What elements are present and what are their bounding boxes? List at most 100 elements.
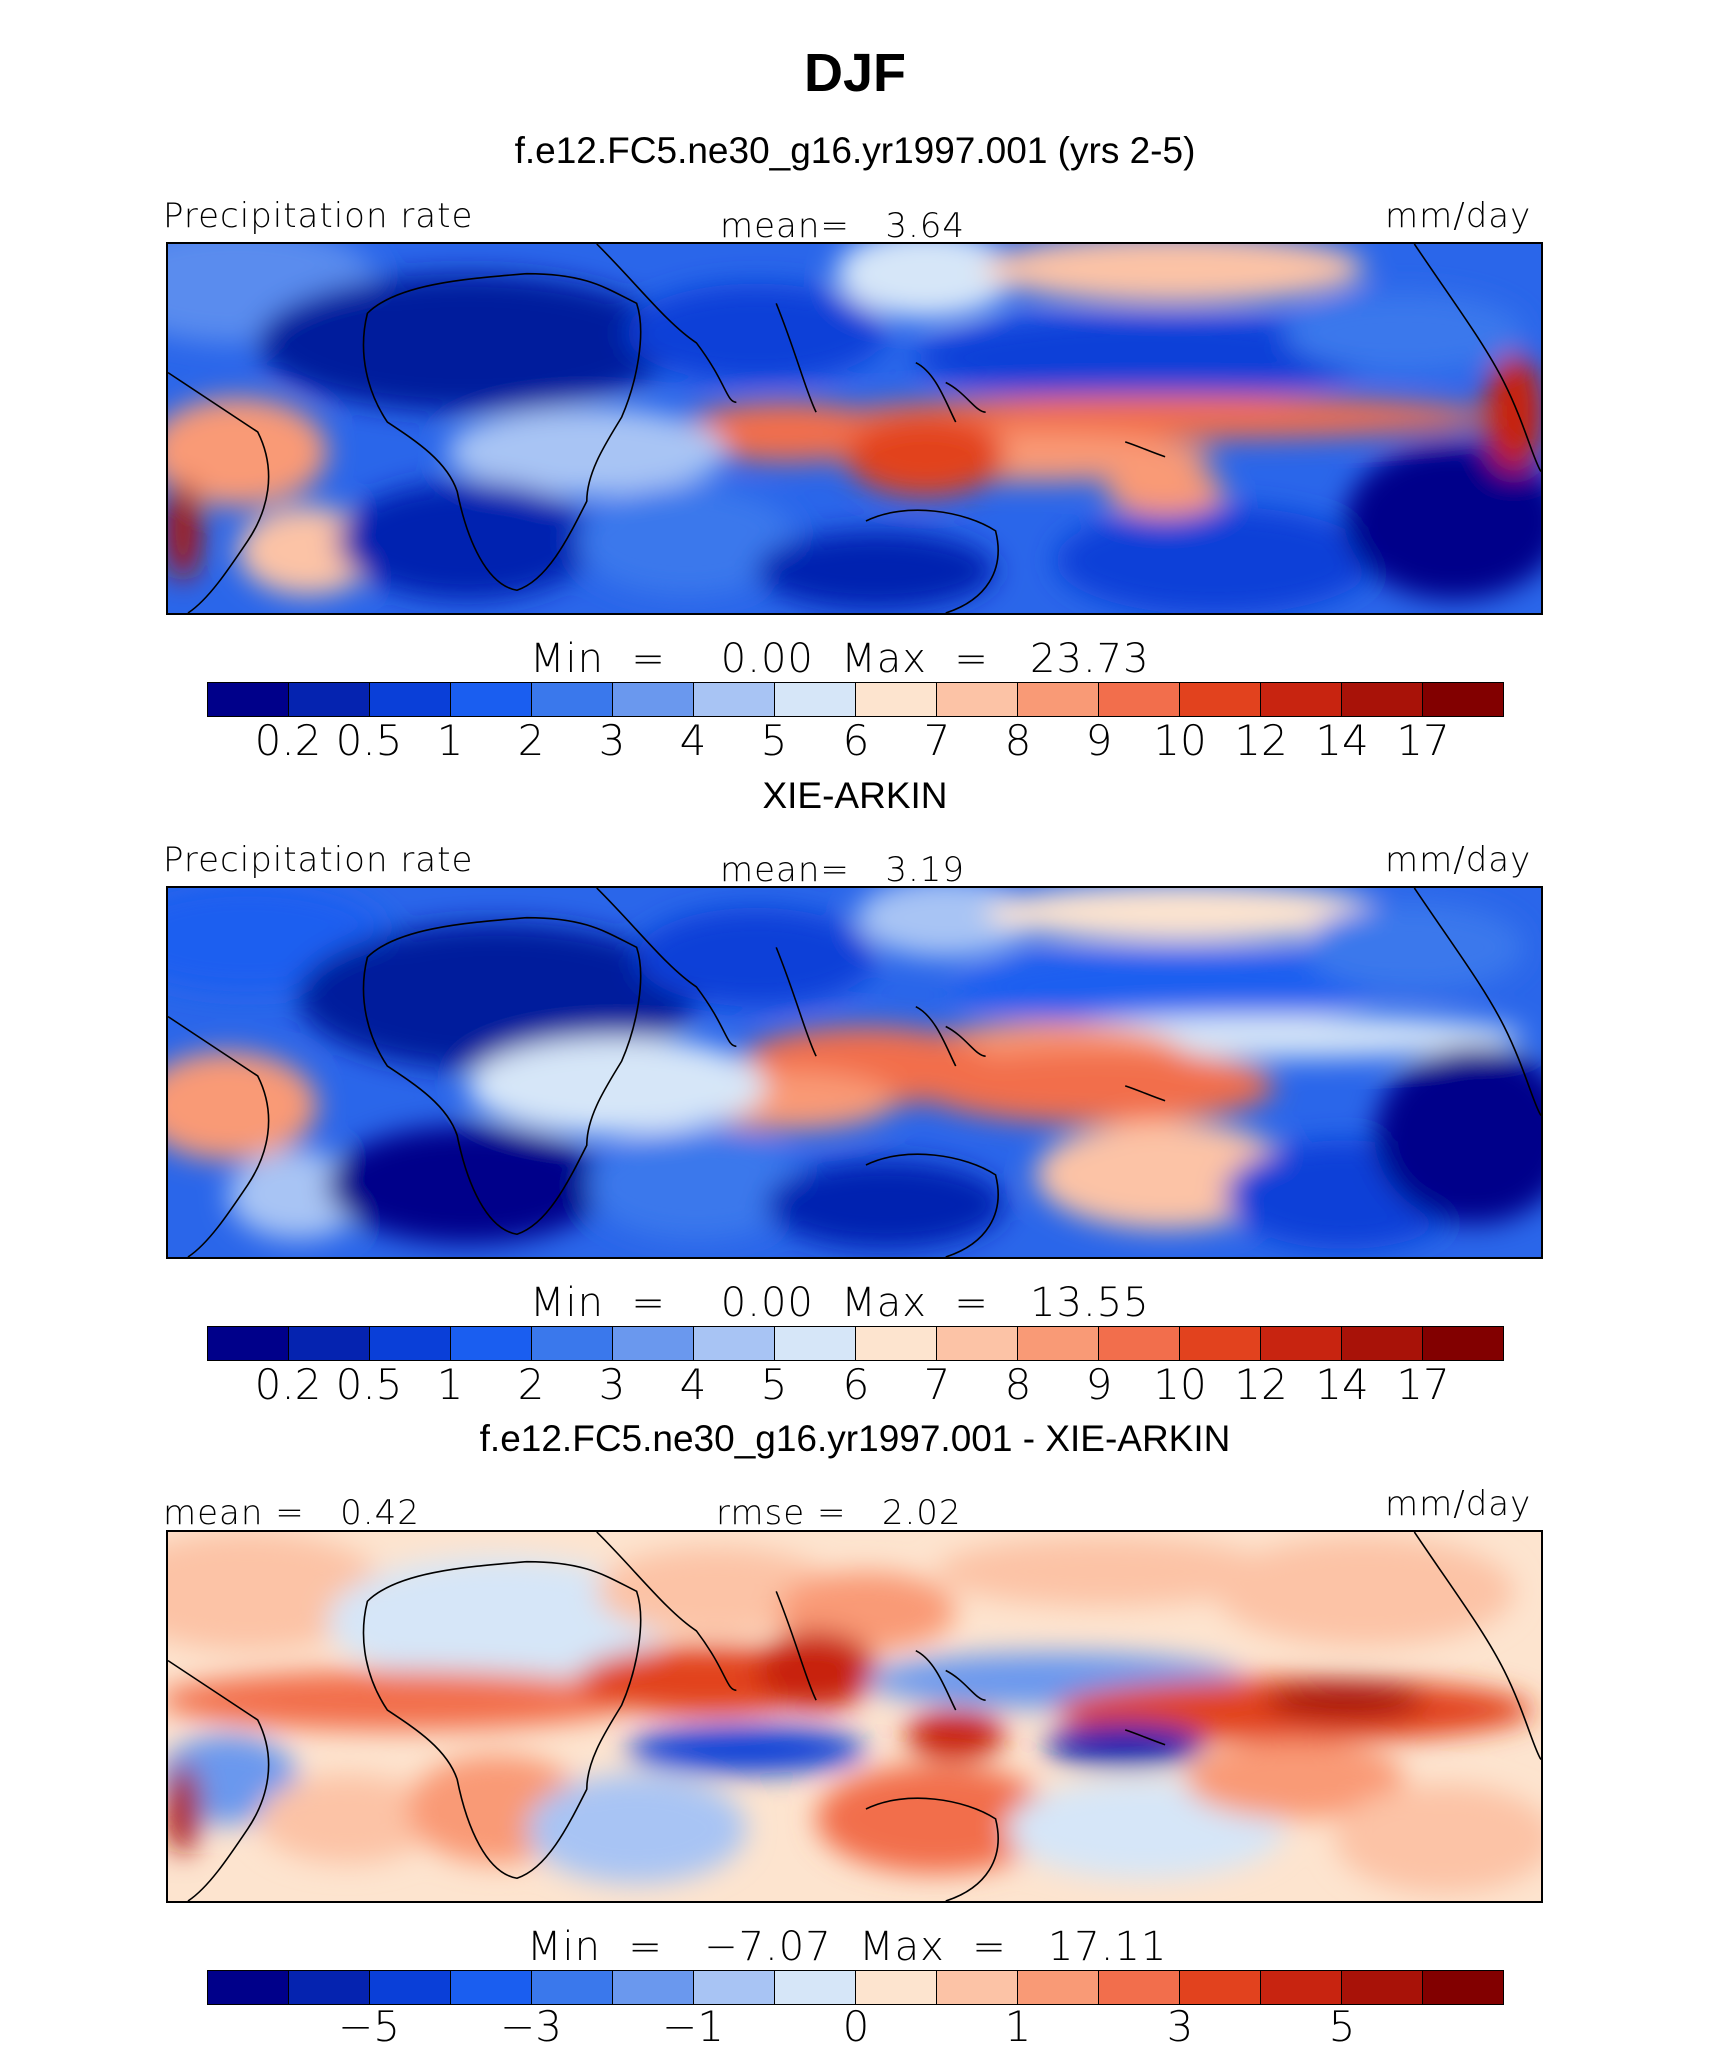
panel-1-tick-label: 8 [1004, 716, 1032, 765]
colorbar-swatch [856, 683, 937, 716]
colorbar-swatch [937, 683, 1018, 716]
panel-2-tick-label: 1 [436, 1360, 464, 1409]
colorbar-swatch [1342, 683, 1423, 716]
panel-1-tick-label: 7 [923, 716, 951, 765]
panel-1-minmax: Min = 0.00 Max = 23.73 [530, 636, 1150, 682]
panel-2-tick-label: 0.2 [254, 1360, 322, 1409]
panel-2-field-label: Precipitation rate [163, 840, 474, 880]
panel-2-tick-label: 14 [1315, 1360, 1369, 1409]
panel-3-colorbar [207, 1970, 1504, 2005]
panel-2-map [166, 886, 1543, 1259]
panel-2-map-svg [168, 888, 1541, 1257]
colorbar-swatch [1180, 1971, 1261, 2004]
colorbar-swatch [1342, 1971, 1423, 2004]
colorbar-swatch [1261, 1971, 1342, 2004]
panel-1-title: f.e12.FC5.ne30_g16.yr1997.001 (yrs 2-5) [514, 130, 1196, 171]
colorbar-swatch [613, 1971, 694, 2004]
panel-2-minmax: Min = 0.00 Max = 13.55 [530, 1280, 1150, 1326]
colorbar-swatch [1423, 683, 1503, 716]
panel-2-tick-label: 17 [1396, 1360, 1450, 1409]
colorbar-swatch [532, 683, 613, 716]
colorbar-swatch [451, 1327, 532, 1360]
panel-1-tick-label: 0.5 [335, 716, 403, 765]
panel-1-units-label: mm/day [1385, 196, 1532, 236]
colorbar-swatch [1180, 683, 1261, 716]
colorbar-swatch [1261, 683, 1342, 716]
panel-3-rmse-label: rmse = 2.02 [716, 1493, 962, 1533]
panel-2-tick-label: 12 [1234, 1360, 1288, 1409]
panel-2-tick-label: 3 [598, 1360, 626, 1409]
panel-2-colorbar [207, 1326, 1504, 1361]
colorbar-swatch [613, 683, 694, 716]
colorbar-swatch [370, 1327, 451, 1360]
colorbar-swatch [1099, 1971, 1180, 2004]
colorbar-swatch [1018, 683, 1099, 716]
panel-3-tick-label: 3 [1166, 2002, 1194, 2051]
panel-2-title: XIE-ARKIN [762, 775, 948, 816]
panel-3-map [166, 1530, 1543, 1903]
colorbar-swatch [613, 1327, 694, 1360]
panel-3-minmax: Min = −7.07 Max = 17.11 [527, 1924, 1168, 1970]
panel-3-tick-label: 0 [842, 2002, 870, 2051]
panel-1-tick-label: 17 [1396, 716, 1450, 765]
colorbar-swatch [370, 683, 451, 716]
panel-2-tick-label: 9 [1085, 1360, 1113, 1409]
panel-1-mean-label: mean= 3.64 [720, 206, 966, 246]
panel-3-tick-label: 1 [1004, 2002, 1032, 2051]
panel-2-tick-label: 10 [1153, 1360, 1207, 1409]
panel-3-units-label: mm/day [1385, 1484, 1532, 1524]
colorbar-swatch [1018, 1327, 1099, 1360]
colorbar-swatch [532, 1971, 613, 2004]
panel-1-tick-label: 6 [842, 716, 870, 765]
colorbar-swatch [1099, 1327, 1180, 1360]
colorbar-swatch [532, 1327, 613, 1360]
colorbar-swatch [1180, 1327, 1261, 1360]
panel-2-units-label: mm/day [1385, 840, 1532, 880]
colorbar-swatch [289, 683, 370, 716]
colorbar-swatch [1018, 1971, 1099, 2004]
main-title: DJF [803, 43, 906, 103]
colorbar-swatch [856, 1327, 937, 1360]
panel-1-tick-label: 9 [1085, 716, 1113, 765]
panel-1-colorbar [207, 682, 1504, 717]
panel-1-tick-label: 3 [598, 716, 626, 765]
colorbar-swatch [694, 1971, 775, 2004]
panel-2-tick-label: 2 [517, 1360, 545, 1409]
panel-2-tick-label: 5 [760, 1360, 788, 1409]
panel-3-title: f.e12.FC5.ne30_g16.yr1997.001 - XIE-ARKI… [479, 1418, 1231, 1459]
panel-1-tick-label: 10 [1153, 716, 1207, 765]
panel-1-field-label: Precipitation rate [163, 196, 474, 236]
colorbar-swatch [694, 1327, 775, 1360]
panel-3-tick-label: −3 [500, 2002, 562, 2051]
colorbar-swatch [694, 683, 775, 716]
panel-1-tick-label: 14 [1315, 716, 1369, 765]
panel-1-tick-label: 4 [679, 716, 707, 765]
panel-2-mean-label: mean= 3.19 [720, 850, 966, 890]
panel-1-tick-label: 1 [436, 716, 464, 765]
colorbar-swatch [208, 683, 289, 716]
panel-3-tick-label: −5 [338, 2002, 400, 2051]
panel-2-tick-label: 6 [842, 1360, 870, 1409]
panel-2-tick-label: 0.5 [335, 1360, 403, 1409]
panel-3-tick-label: 5 [1328, 2002, 1356, 2051]
panel-2-tick-label: 7 [923, 1360, 951, 1409]
colorbar-swatch [937, 1327, 1018, 1360]
panel-2-tick-label: 8 [1004, 1360, 1032, 1409]
panel-1-tick-label: 0.2 [254, 716, 322, 765]
colorbar-swatch [208, 1327, 289, 1360]
colorbar-swatch [856, 1971, 937, 2004]
colorbar-swatch [1342, 1327, 1423, 1360]
colorbar-swatch [208, 1971, 289, 2004]
colorbar-swatch [937, 1971, 1018, 2004]
panel-3-map-svg [168, 1532, 1541, 1901]
panel-3-tick-label: −1 [662, 2002, 724, 2051]
colorbar-swatch [775, 1327, 856, 1360]
colorbar-swatch [289, 1971, 370, 2004]
colorbar-swatch [775, 683, 856, 716]
panel-1-tick-label: 5 [760, 716, 788, 765]
panel-1-tick-label: 12 [1234, 716, 1288, 765]
colorbar-swatch [289, 1327, 370, 1360]
panel-3-mean-label: mean = 0.42 [163, 1493, 420, 1533]
colorbar-swatch [1423, 1327, 1503, 1360]
panel-2-tick-label: 4 [679, 1360, 707, 1409]
